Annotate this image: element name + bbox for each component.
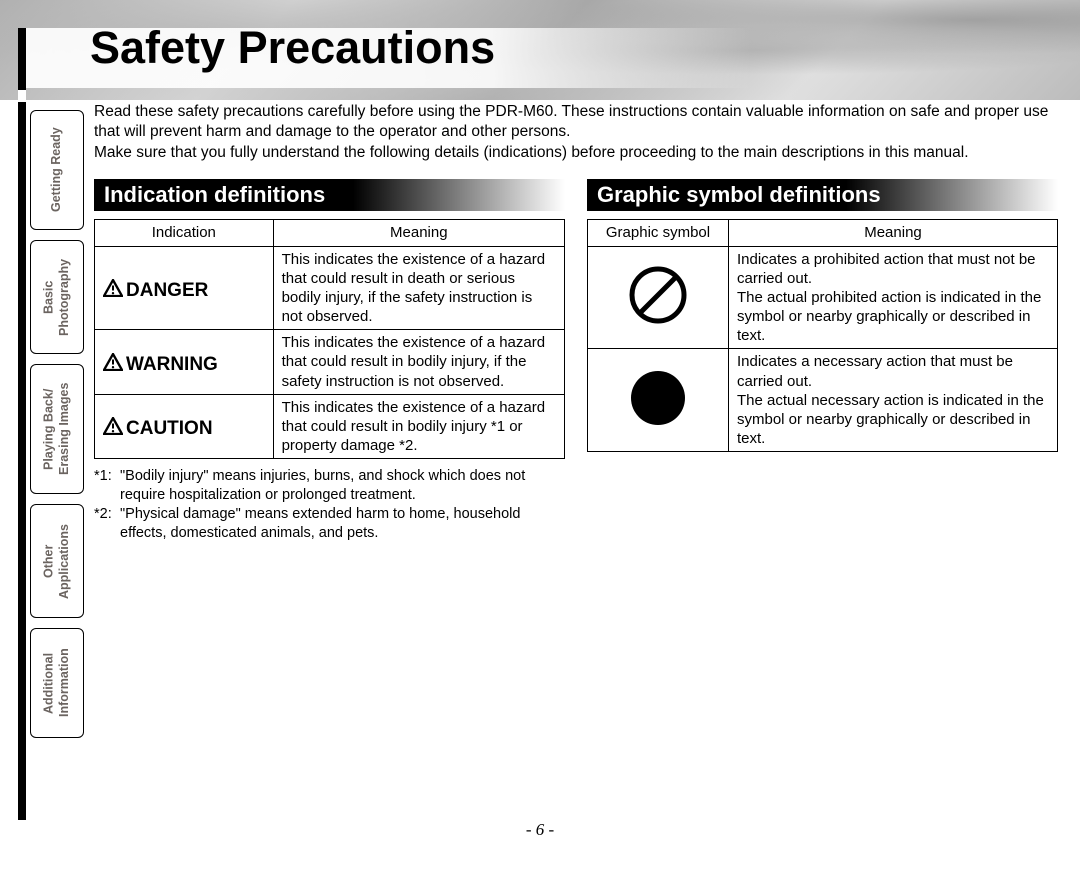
th-indication: Indication xyxy=(95,220,274,246)
footnote-1-text: "Bodily injury" means injuries, burns, a… xyxy=(120,467,565,505)
label-danger: DANGER xyxy=(126,280,208,301)
intro-text: Read these safety precautions carefully … xyxy=(94,102,1058,163)
table-row: DANGER This indicates the existence of a… xyxy=(95,246,565,330)
meaning-prohibit: Indicates a prohibited action that must … xyxy=(729,246,1058,349)
tab-basic-photography[interactable]: BasicPhotography xyxy=(30,240,84,354)
table-row: Indicates a prohibited action that must … xyxy=(588,246,1058,349)
warning-triangle-icon xyxy=(103,353,123,378)
table-row: WARNING This indicates the existence of … xyxy=(95,330,565,395)
symbol-prohibit xyxy=(588,246,729,349)
symbol-mandatory xyxy=(588,349,729,452)
tab-additional-information[interactable]: AdditionalInformation xyxy=(30,628,84,738)
tab-getting-ready[interactable]: Getting Ready xyxy=(30,110,84,230)
graphic-table: Graphic symbol Meaning Indicates a prohi… xyxy=(587,219,1058,452)
table-row: Indicates a necessary action that must b… xyxy=(588,349,1058,452)
meaning-warning: This indicates the existence of a hazard… xyxy=(273,330,564,395)
footnotes: *1: "Bodily injury" means injuries, burn… xyxy=(94,467,565,542)
th-meaning: Meaning xyxy=(273,220,564,246)
indication-danger: DANGER xyxy=(95,246,274,330)
intro-paragraph-2: Make sure that you fully understand the … xyxy=(94,144,969,161)
prohibit-icon xyxy=(626,263,690,327)
side-tabs: Getting Ready BasicPhotography Playing B… xyxy=(30,110,84,810)
indication-column: Indication definitions Indication Meanin… xyxy=(94,179,565,542)
footnote-2-text: "Physical damage" means extended harm to… xyxy=(120,505,565,543)
indication-table: Indication Meaning DANGER This indicates… xyxy=(94,219,565,459)
table-header-row: Graphic symbol Meaning xyxy=(588,220,1058,246)
mandatory-icon xyxy=(626,366,690,430)
left-vertical-bar-gap xyxy=(18,90,26,102)
th-graphic-symbol: Graphic symbol xyxy=(588,220,729,246)
warning-triangle-icon xyxy=(103,417,123,442)
left-vertical-bar xyxy=(18,28,26,820)
label-caution: CAUTION xyxy=(126,418,213,439)
footnote-1: *1: "Bodily injury" means injuries, burn… xyxy=(94,467,565,505)
table-row: CAUTION This indicates the existence of … xyxy=(95,394,565,459)
table-header-row: Indication Meaning xyxy=(95,220,565,246)
page-title: Safety Precautions xyxy=(90,22,495,74)
footnote-2-label: *2: xyxy=(94,505,120,543)
indication-header: Indication definitions xyxy=(94,179,565,211)
tab-playing-back[interactable]: Playing Back/Erasing Images xyxy=(30,364,84,494)
meaning-caution: This indicates the existence of a hazard… xyxy=(273,394,564,459)
label-warning: WARNING xyxy=(126,354,218,375)
tab-other-applications[interactable]: OtherApplications xyxy=(30,504,84,618)
indication-caution: CAUTION xyxy=(95,394,274,459)
warning-triangle-icon xyxy=(103,279,123,304)
page-number: - 6 - xyxy=(0,820,1080,840)
graphic-column: Graphic symbol definitions Graphic symbo… xyxy=(587,179,1058,542)
intro-paragraph-1: Read these safety precautions carefully … xyxy=(94,103,1048,140)
th-graphic-meaning: Meaning xyxy=(729,220,1058,246)
footnote-1-label: *1: xyxy=(94,467,120,505)
footnote-2: *2: "Physical damage" means extended har… xyxy=(94,505,565,543)
meaning-danger: This indicates the existence of a hazard… xyxy=(273,246,564,330)
graphic-header: Graphic symbol definitions xyxy=(587,179,1058,211)
meaning-mandatory: Indicates a necessary action that must b… xyxy=(729,349,1058,452)
content-area: Read these safety precautions carefully … xyxy=(94,102,1058,810)
indication-warning: WARNING xyxy=(95,330,274,395)
